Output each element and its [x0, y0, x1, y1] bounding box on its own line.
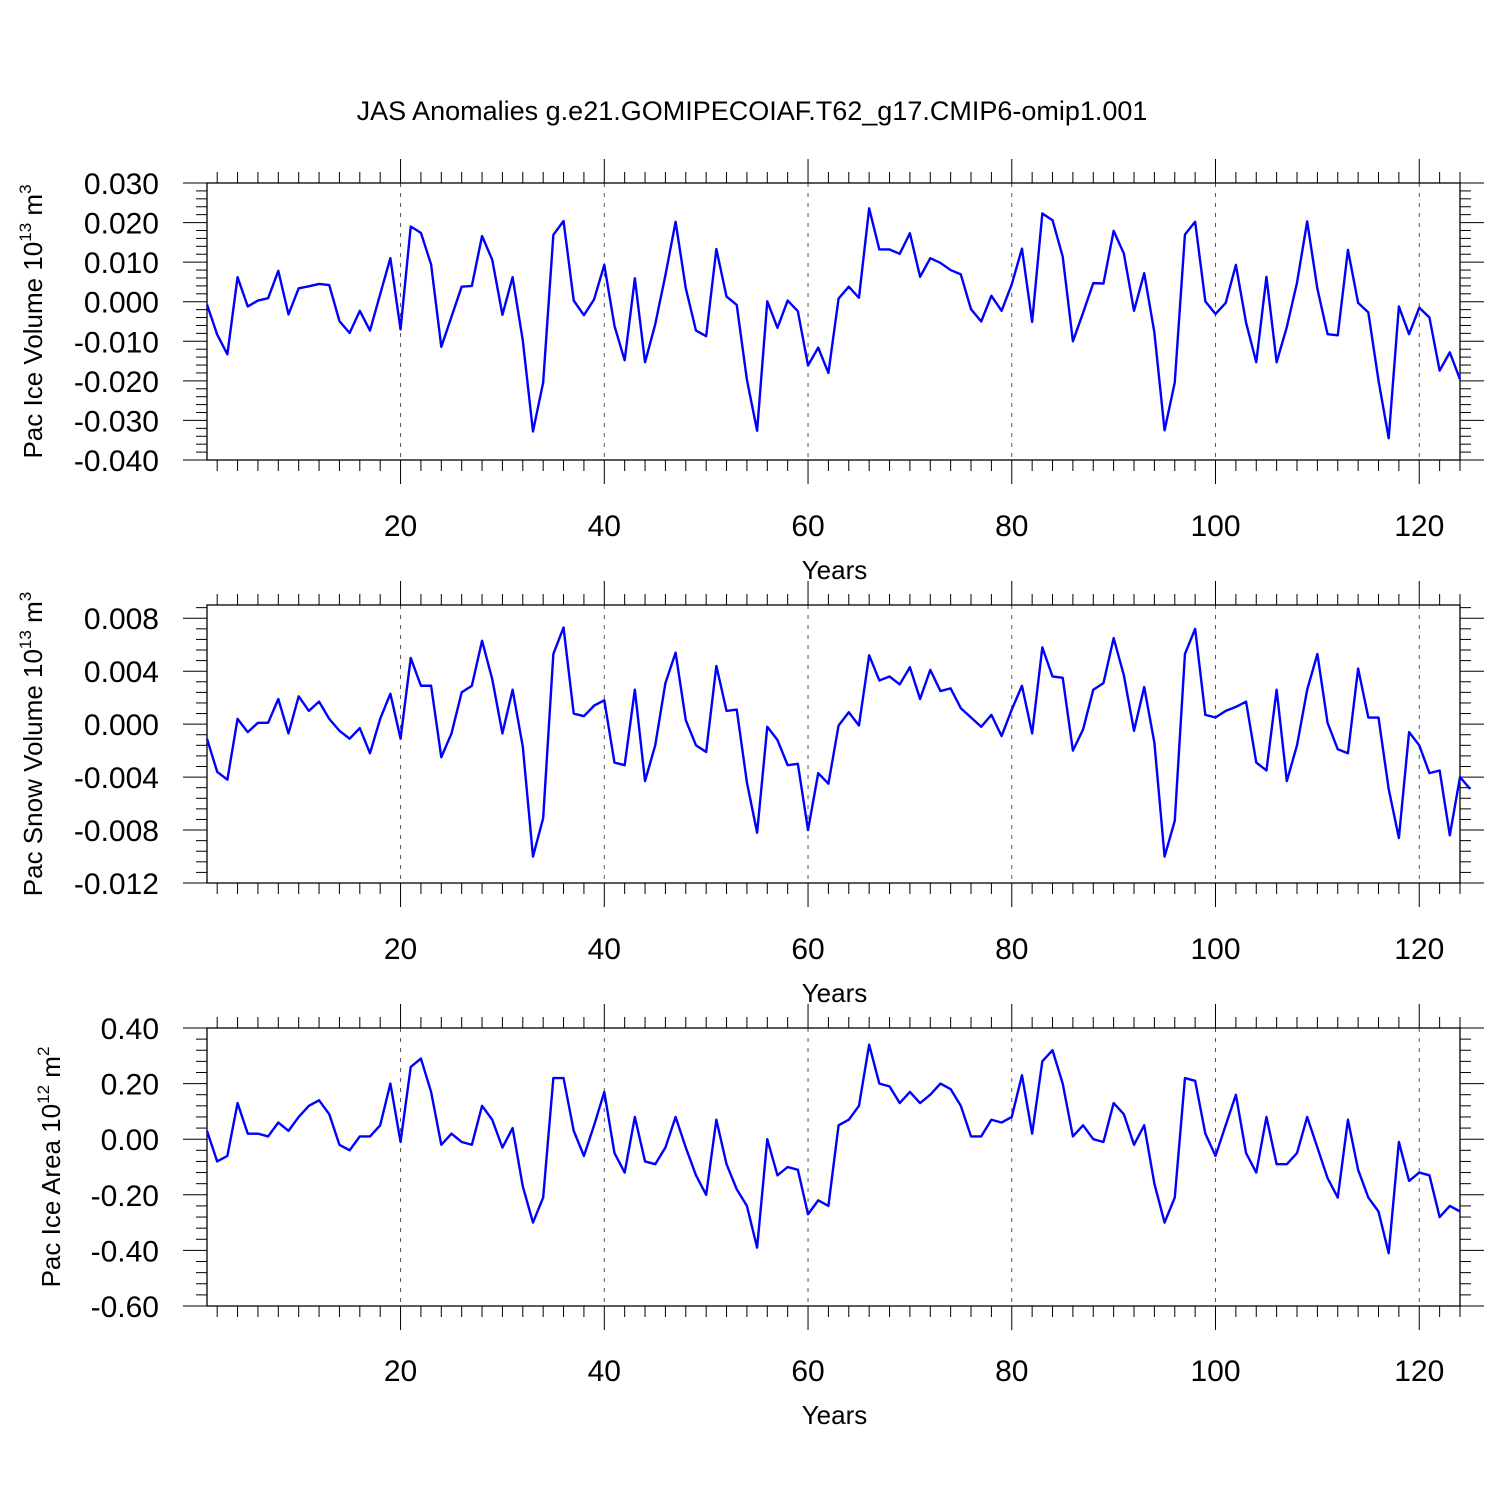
- y-tick-label: 0.010: [84, 247, 159, 280]
- x-tick-label: 40: [588, 933, 621, 966]
- x-tick-label: 60: [791, 1355, 824, 1388]
- y-tick-label: -0.60: [91, 1291, 159, 1324]
- x-tick-label: 80: [995, 1355, 1028, 1388]
- x-axis-label: Years: [802, 978, 868, 1008]
- plot-frame: [206, 182, 1461, 461]
- y-tick-label: 0.20: [101, 1069, 159, 1102]
- x-axis-label: Years: [802, 555, 868, 585]
- y-tick-label: -0.040: [74, 445, 159, 478]
- y-axis-label: Pac Ice Volume 1013 m3: [16, 184, 48, 458]
- plot-frame: [206, 604, 1461, 884]
- y-axis-label: Pac Ice Area 1012 m2: [34, 1047, 66, 1288]
- x-tick-label: 100: [1190, 933, 1240, 966]
- x-tick-label: 20: [384, 933, 417, 966]
- x-tick-label: 40: [588, 1355, 621, 1388]
- panel-1: 20 40 60 80 100 120 0.030 0.020 0.010 0.000 -0.010…: [16, 159, 1484, 585]
- data-line-series-1: [205, 626, 1472, 858]
- y-tick-label: -0.004: [74, 762, 159, 795]
- y-tick-label: 0.030: [84, 168, 159, 201]
- y-tick-label: -0.010: [74, 326, 159, 359]
- x-tick-label: 120: [1394, 510, 1444, 543]
- x-tick-label: 120: [1394, 1355, 1444, 1388]
- y-tick-label: 0.004: [84, 656, 159, 689]
- x-tick-label: 120: [1394, 933, 1444, 966]
- plot-frame: [206, 1027, 1461, 1307]
- y-tick-label: -0.20: [91, 1180, 159, 1213]
- figure-title: JAS Anomalies g.e21.GOMIPECOIAF.T62_g17.…: [357, 96, 1148, 126]
- y-tick-label: -0.008: [74, 815, 159, 848]
- y-tick-label: -0.012: [74, 868, 159, 901]
- x-tick-label: 40: [588, 510, 621, 543]
- x-tick-label: 60: [791, 510, 824, 543]
- y-tick-label: 0.000: [84, 287, 159, 320]
- y-axis-label: Pac Snow Volume 1013 m3: [16, 592, 48, 896]
- y-tick-label: 0.00: [101, 1124, 159, 1157]
- data-line-series-1: [205, 207, 1462, 440]
- y-tick-label: 0.000: [84, 709, 159, 742]
- x-tick-label: 20: [384, 510, 417, 543]
- y-tick-label: -0.40: [91, 1235, 159, 1268]
- y-tick-label: -0.020: [74, 366, 159, 399]
- data-line-series-1: [205, 1043, 1461, 1255]
- x-axis-label: Years: [802, 1400, 868, 1430]
- panel-3: 20 40 60 80 100 120 0.40 0.20 0.00 -0.20 -0.40 -0.6…: [34, 1004, 1484, 1430]
- y-tick-label: 0.40: [101, 1013, 159, 1046]
- panel-2: 20 40 60 80 100 120 0.008 0.004 0.000 -0.004 -0.00…: [16, 581, 1484, 1008]
- x-tick-label: 20: [384, 1355, 417, 1388]
- x-tick-label: 80: [995, 510, 1028, 543]
- y-tick-label: 0.008: [84, 603, 159, 636]
- x-tick-label: 100: [1190, 1355, 1240, 1388]
- x-tick-label: 60: [791, 933, 824, 966]
- y-tick-label: 0.020: [84, 208, 159, 241]
- y-tick-label: -0.030: [74, 405, 159, 438]
- x-tick-label: 100: [1190, 510, 1240, 543]
- x-tick-label: 80: [995, 933, 1028, 966]
